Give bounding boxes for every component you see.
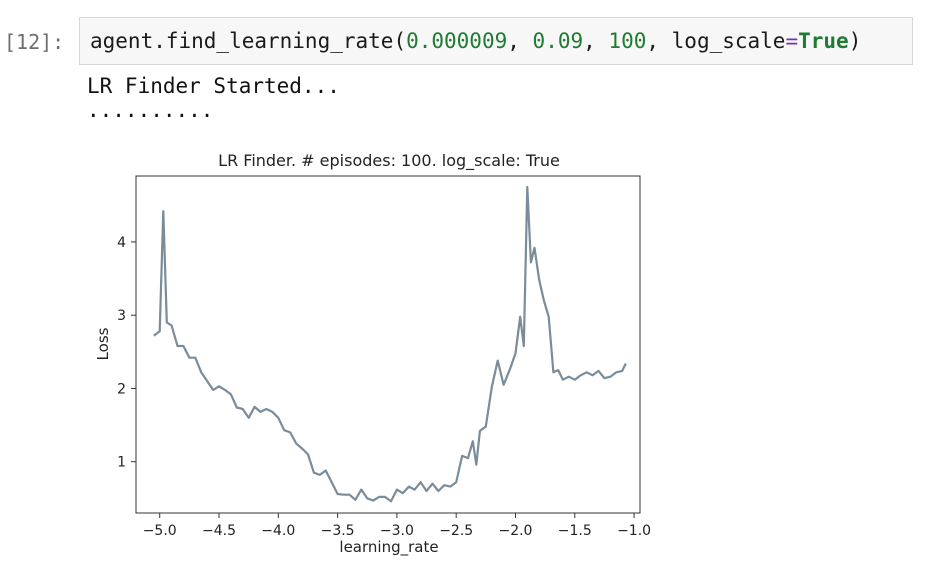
code-arg-start-lr: 0.000009 (406, 29, 508, 53)
chart-title: LR Finder. # episodes: 100. log_scale: T… (218, 151, 560, 171)
axis-ticks: −5.0 −4.5 −4.0 −3.5 −3.0 −2.5 −2.0 −1.5 −1.0 1 2 3 4 (117, 235, 651, 539)
x-tick-label: −2.5 (439, 523, 473, 539)
code-line[interactable]: agent.find_learning_rate(0.000009, 0.09,… (90, 29, 861, 53)
plot-frame (135, 175, 641, 514)
y-tick-label: 3 (117, 308, 126, 324)
code-arg-end-lr: 0.09 (532, 29, 584, 53)
cell-prompt: [12]: (4, 30, 65, 54)
code-close-paren: ) (848, 29, 862, 53)
x-tick-label: −1.5 (558, 523, 592, 539)
code-function: agent.find_learning_rate (90, 29, 394, 53)
output-progress-dots: .......... (87, 98, 214, 122)
y-tick-label: 4 (117, 235, 126, 251)
x-tick-label: −1.0 (617, 523, 651, 539)
code-separator: , (507, 29, 533, 53)
code-arg-episodes: 100 (608, 29, 647, 53)
code-separator: , (583, 29, 609, 53)
y-tick-label: 1 (117, 455, 126, 471)
x-tick-label: −5.0 (143, 523, 177, 539)
x-tick-label: −3.5 (321, 523, 355, 539)
x-axis-label: learning_rate (339, 538, 438, 557)
y-axis-label: Loss (94, 327, 112, 360)
x-tick-label: −3.0 (380, 523, 414, 539)
x-tick-label: −4.5 (202, 523, 236, 539)
lr-finder-chart: LR Finder. # episodes: 100. log_scale: T… (94, 151, 651, 557)
code-kwarg-name: log_scale (671, 29, 786, 53)
output-started-text: LR Finder Started... (87, 74, 340, 98)
x-tick-label: −2.0 (498, 523, 532, 539)
code-open-paren: ( (393, 29, 407, 53)
code-kwarg-equals: = (785, 29, 799, 53)
y-tick-label: 2 (117, 381, 126, 397)
code-input[interactable]: agent.find_learning_rate(0.000009, 0.09,… (79, 17, 913, 65)
code-kwarg-value: True (798, 29, 849, 53)
code-separator: , (646, 29, 672, 53)
x-tick-label: −4.0 (261, 523, 295, 539)
loss-series-line (153, 185, 627, 503)
